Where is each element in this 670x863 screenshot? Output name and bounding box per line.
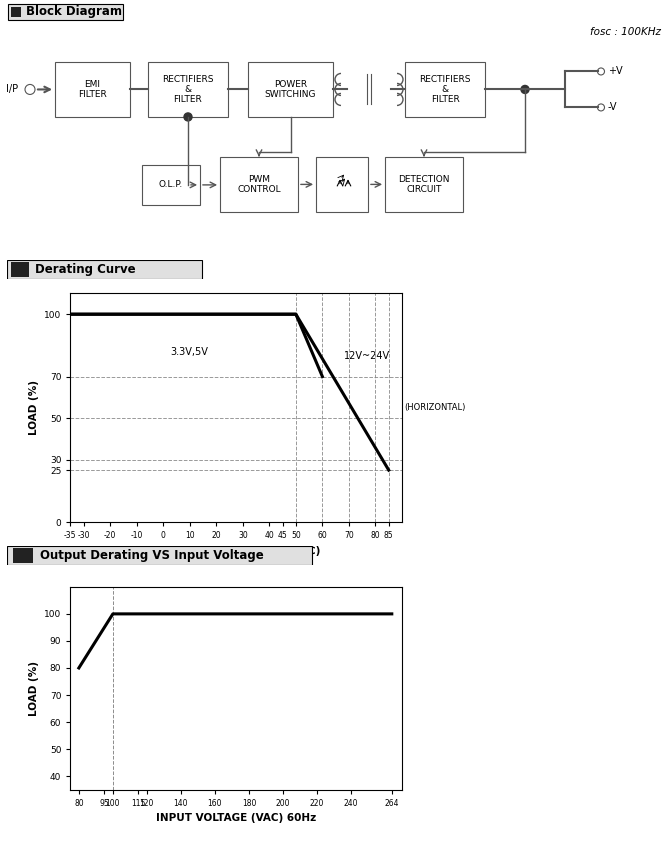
Text: (HORIZONTAL): (HORIZONTAL) [405,403,466,413]
Text: POWER
SWITCHING: POWER SWITCHING [265,79,316,99]
Circle shape [184,113,192,121]
FancyBboxPatch shape [248,62,333,117]
Text: -V: -V [608,103,618,112]
FancyBboxPatch shape [220,157,298,212]
FancyBboxPatch shape [11,7,21,17]
Text: DETECTION
CIRCUIT: DETECTION CIRCUIT [398,174,450,194]
Text: fosc : 100KHz: fosc : 100KHz [590,27,661,37]
Text: O.L.P.: O.L.P. [159,180,183,189]
Y-axis label: LOAD (%): LOAD (%) [29,381,38,435]
FancyBboxPatch shape [316,157,368,212]
FancyBboxPatch shape [142,165,200,205]
FancyBboxPatch shape [8,4,123,20]
FancyBboxPatch shape [11,261,29,277]
Text: RECTIFIERS
&
FILTER: RECTIFIERS & FILTER [162,74,214,104]
FancyBboxPatch shape [148,62,228,117]
Text: 3.3V,5V: 3.3V,5V [171,347,208,356]
X-axis label: INPUT VOLTAGE (VAC) 60Hz: INPUT VOLTAGE (VAC) 60Hz [156,813,316,823]
Text: 12V~24V: 12V~24V [344,350,390,361]
FancyBboxPatch shape [385,157,463,212]
Text: EMI
FILTER: EMI FILTER [78,79,107,99]
Text: +V: +V [608,66,622,77]
X-axis label: AMBIENT TEMPERATURE (℃): AMBIENT TEMPERATURE (℃) [152,545,320,556]
FancyBboxPatch shape [55,62,130,117]
FancyBboxPatch shape [405,62,485,117]
FancyBboxPatch shape [13,548,34,564]
Text: RECTIFIERS
&
FILTER: RECTIFIERS & FILTER [419,74,471,104]
Text: Derating Curve: Derating Curve [35,262,135,276]
Text: Output Derating VS Input Voltage: Output Derating VS Input Voltage [40,549,263,563]
Text: I/P: I/P [6,85,18,94]
FancyBboxPatch shape [7,546,312,565]
Y-axis label: LOAD (%): LOAD (%) [29,661,38,715]
FancyBboxPatch shape [7,260,202,279]
Text: PWM
CONTROL: PWM CONTROL [237,174,281,194]
Text: Block Diagram: Block Diagram [26,5,122,18]
Circle shape [521,85,529,93]
